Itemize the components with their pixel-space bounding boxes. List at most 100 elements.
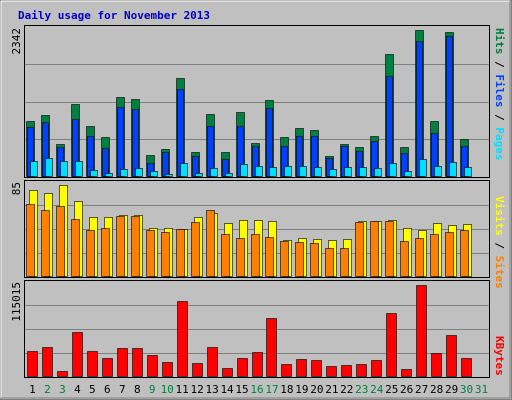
x-tick-label-29: 29 bbox=[445, 383, 458, 396]
bar-files-7 bbox=[117, 107, 124, 177]
bar-pages-27 bbox=[419, 159, 427, 177]
bar-kbytes-4 bbox=[72, 332, 83, 377]
bar-pages-6 bbox=[105, 173, 113, 177]
bar-kbytes-23 bbox=[356, 364, 367, 377]
bar-kbytes-9 bbox=[147, 355, 158, 377]
x-tick-label-9: 9 bbox=[149, 383, 156, 396]
bar-kbytes-16 bbox=[252, 352, 263, 377]
legend-sep-2: / bbox=[493, 108, 506, 128]
panel-visits-box bbox=[24, 180, 490, 278]
x-tick-label-8: 8 bbox=[134, 383, 141, 396]
bar-sites-12 bbox=[191, 222, 200, 277]
bar-sites-23 bbox=[355, 222, 364, 277]
bar-pages-12 bbox=[195, 173, 203, 177]
bar-pages-25 bbox=[389, 163, 397, 177]
bar-sites-4 bbox=[71, 219, 80, 277]
x-tick-label-23: 23 bbox=[355, 383, 368, 396]
x-tick-label-13: 13 bbox=[205, 383, 218, 396]
x-tick-label-20: 20 bbox=[310, 383, 323, 396]
bar-files-25 bbox=[386, 76, 393, 177]
bar-sites-24 bbox=[370, 221, 379, 277]
legend-files: Files bbox=[493, 74, 506, 107]
bar-kbytes-13 bbox=[207, 347, 218, 377]
chart-title: Daily usage for November 2013 bbox=[18, 9, 210, 22]
bar-sites-22 bbox=[340, 248, 349, 277]
bar-pages-1 bbox=[30, 161, 38, 177]
bar-pages-11 bbox=[180, 163, 188, 177]
x-axis-labels: 1 2 3 4 5 6 7 8 9 10 11 12 13 14 15 16 17 18 19 20 21 22 23 24 2… bbox=[29, 383, 488, 396]
bar-pages-10 bbox=[165, 174, 173, 177]
x-tick-label-10: 10 bbox=[161, 383, 174, 396]
bar-kbytes-20 bbox=[311, 360, 322, 377]
x-tick-label-24: 24 bbox=[370, 383, 384, 396]
bar-kbytes-5 bbox=[87, 351, 98, 377]
x-tick-label-12: 12 bbox=[191, 383, 204, 396]
bar-sites-19 bbox=[295, 242, 304, 277]
bar-kbytes-21 bbox=[326, 366, 337, 377]
bar-files-6 bbox=[102, 148, 109, 177]
bar-sites-5 bbox=[86, 230, 95, 277]
bar-sites-18 bbox=[280, 241, 289, 277]
x-tick-label-30: 30 bbox=[460, 383, 473, 396]
bar-kbytes-17 bbox=[266, 318, 277, 377]
x-tick-label-22: 22 bbox=[340, 383, 353, 396]
bar-files-8 bbox=[132, 109, 139, 177]
legend-sites: Sites bbox=[493, 256, 506, 289]
x-tick-label-17: 17 bbox=[265, 383, 278, 396]
bar-kbytes-27 bbox=[416, 285, 427, 377]
bar-kbytes-25 bbox=[386, 313, 397, 377]
bar-files-10 bbox=[162, 152, 169, 177]
bar-kbytes-26 bbox=[401, 369, 412, 377]
bar-files-27 bbox=[416, 41, 423, 177]
bar-kbytes-22 bbox=[341, 365, 352, 377]
legend-hits: Hits bbox=[493, 28, 506, 55]
x-tick-label-2: 2 bbox=[44, 383, 51, 396]
panel-hits-box bbox=[24, 25, 490, 178]
bar-sites-9 bbox=[146, 230, 155, 277]
x-tick-label-31: 31 bbox=[475, 383, 488, 396]
bar-pages-14 bbox=[225, 173, 233, 177]
x-tick-label-11: 11 bbox=[176, 383, 189, 396]
bar-pages-13 bbox=[210, 168, 218, 177]
bar-pages-7 bbox=[120, 169, 128, 177]
x-tick-label-25: 25 bbox=[385, 383, 398, 396]
x-tick-label-7: 7 bbox=[119, 383, 126, 396]
x-tick-label-15: 15 bbox=[235, 383, 248, 396]
bar-pages-23 bbox=[359, 167, 367, 177]
legend-sep-3: / bbox=[493, 236, 506, 256]
bar-sites-3 bbox=[56, 206, 65, 277]
x-tick-label-5: 5 bbox=[89, 383, 96, 396]
bar-pages-9 bbox=[150, 171, 158, 177]
bar-pages-26 bbox=[404, 171, 412, 177]
bar-kbytes-29 bbox=[446, 335, 457, 377]
legend-hits-files-pages: Hits / Files / Pages bbox=[493, 28, 506, 161]
x-tick-label-16: 16 bbox=[250, 383, 263, 396]
bar-sites-21 bbox=[325, 248, 334, 277]
x-tick-label-3: 3 bbox=[59, 383, 66, 396]
bar-pages-19 bbox=[299, 166, 307, 177]
legend-sep-1: / bbox=[493, 55, 506, 75]
bar-sites-2 bbox=[41, 210, 50, 277]
legend-kbytes: KBytes bbox=[493, 336, 506, 376]
legend-pages: Pages bbox=[493, 127, 506, 160]
bar-sites-14 bbox=[221, 234, 230, 277]
bar-pages-28 bbox=[434, 166, 442, 177]
legend-visits: Visits bbox=[493, 196, 506, 236]
x-tick-label-27: 27 bbox=[415, 383, 428, 396]
bar-sites-16 bbox=[251, 234, 260, 277]
bar-kbytes-18 bbox=[281, 364, 292, 377]
x-tick-label-6: 6 bbox=[104, 383, 111, 396]
bar-kbytes-1 bbox=[27, 351, 38, 377]
bar-pages-8 bbox=[135, 168, 143, 177]
bar-pages-16 bbox=[255, 166, 263, 177]
x-tick-label-28: 28 bbox=[430, 383, 443, 396]
bar-kbytes-15 bbox=[237, 358, 248, 377]
bars-layer bbox=[26, 30, 472, 377]
bar-pages-5 bbox=[90, 170, 98, 177]
bar-kbytes-14 bbox=[222, 368, 233, 377]
bar-sites-28 bbox=[430, 234, 439, 277]
x-tick-label-1: 1 bbox=[29, 383, 36, 396]
bar-kbytes-2 bbox=[42, 347, 53, 377]
bar-pages-17 bbox=[269, 167, 277, 177]
